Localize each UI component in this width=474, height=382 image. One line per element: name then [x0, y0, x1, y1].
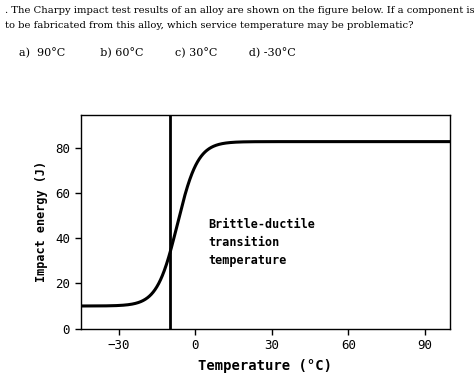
Text: . The Charpy impact test results of an alloy are shown on the figure below. If a: . The Charpy impact test results of an a… — [5, 6, 474, 15]
Y-axis label: Impact energy (J): Impact energy (J) — [35, 161, 48, 282]
Text: Brittle-ductile
transition
temperature: Brittle-ductile transition temperature — [208, 219, 315, 267]
X-axis label: Temperature (°C): Temperature (°C) — [199, 359, 332, 373]
Text: to be fabricated from this alloy, which service temperature may be problematic?: to be fabricated from this alloy, which … — [5, 21, 413, 30]
Text: a)  90°C          b) 60°C         c) 30°C         d) -30°C: a) 90°C b) 60°C c) 30°C d) -30°C — [19, 48, 296, 58]
